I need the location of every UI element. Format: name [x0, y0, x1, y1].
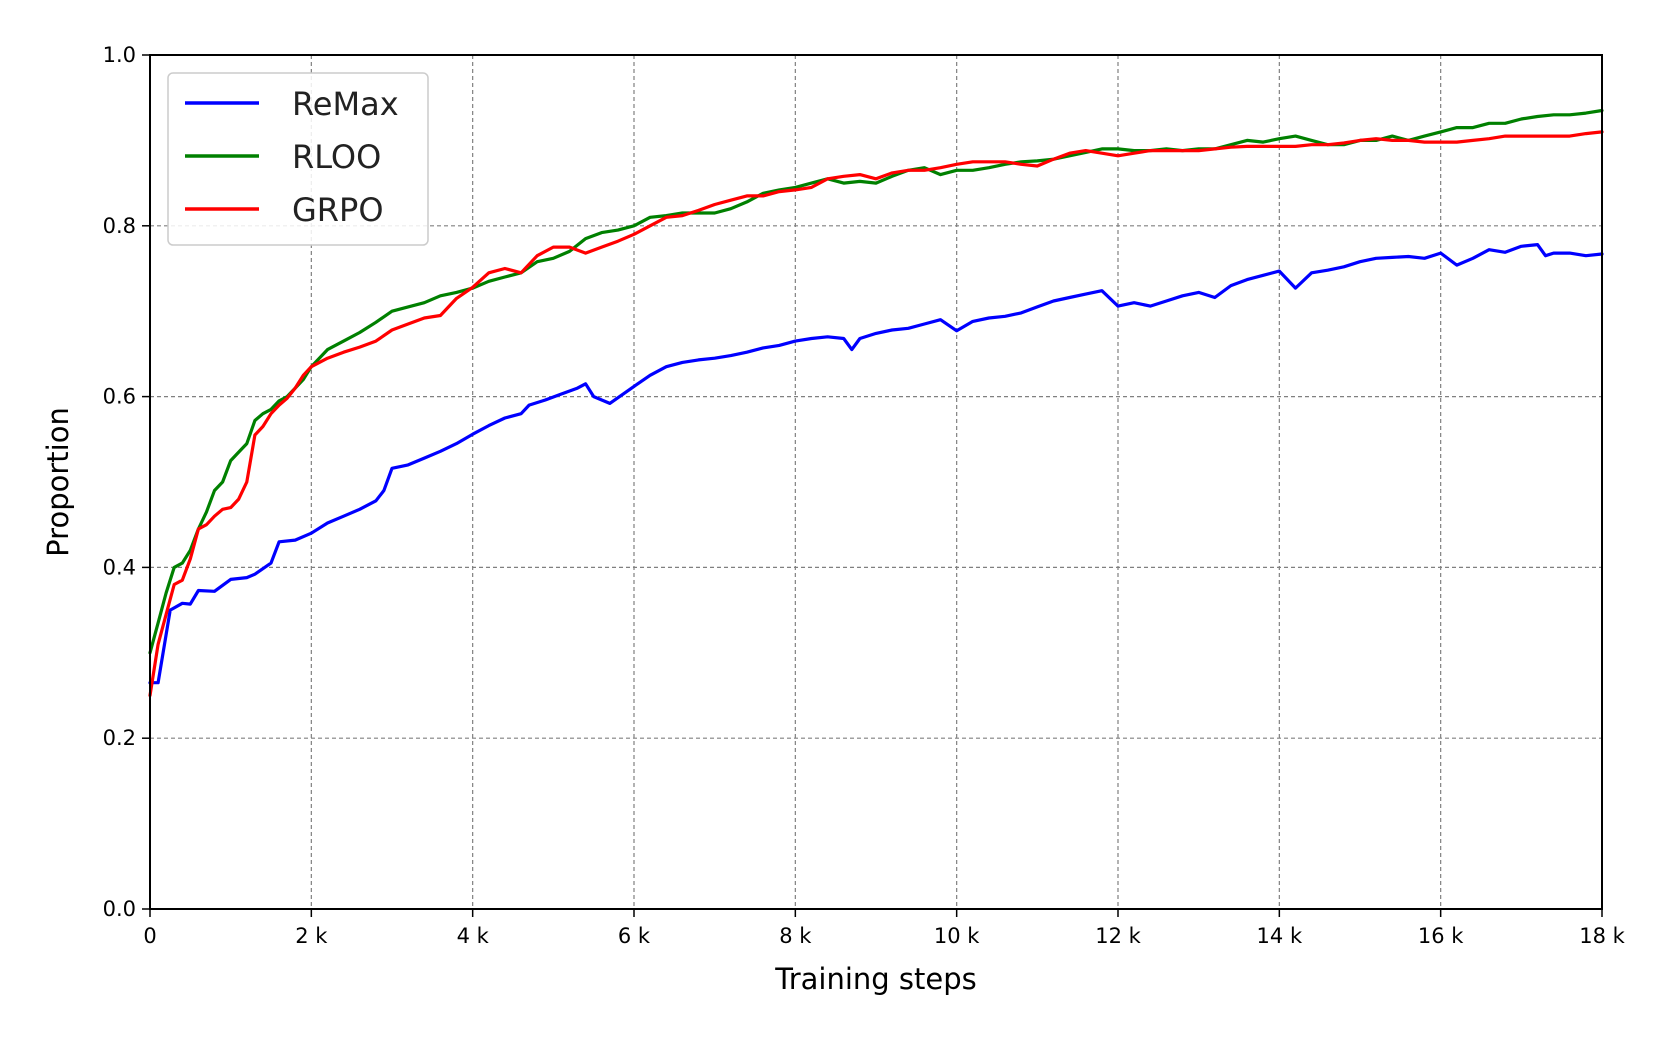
y-tick-label: 0.6: [103, 385, 136, 409]
y-tick-label: 0.2: [103, 726, 136, 750]
x-tick-label: 12 k: [1095, 924, 1141, 948]
x-tick-label: 18 k: [1579, 924, 1625, 948]
x-tick-label: 16 k: [1418, 924, 1464, 948]
legend-label-remax: ReMax: [292, 85, 399, 123]
legend: ReMax RLOO GRPO: [167, 72, 429, 246]
x-tick-label: 10 k: [934, 924, 980, 948]
y-tick-label: 0.0: [103, 897, 136, 921]
x-tick-label: 8 k: [779, 924, 812, 948]
axis-ticks: 0 2 k 4 k 6 k 8 k 10 k 12 k 14 k 16 k 18 k 0.0 0.2 0…: [103, 43, 1626, 948]
x-tick-label: 6 k: [618, 924, 651, 948]
x-tick-label: 0: [143, 924, 156, 948]
legend-label-rloo: RLOO: [292, 138, 381, 176]
y-tick-label: 0.4: [103, 555, 136, 579]
y-axis-label: Proportion: [41, 407, 75, 557]
x-tick-label: 14 k: [1257, 924, 1303, 948]
legend-label-grpo: GRPO: [292, 191, 384, 229]
y-tick-label: 0.8: [103, 214, 136, 238]
x-tick-label: 2 k: [295, 924, 328, 948]
y-tick-label: 1.0: [103, 43, 136, 67]
series-line-grpo: [148, 130, 1604, 698]
plot-frame: [149, 54, 1603, 910]
x-tick-label: 4 k: [457, 924, 490, 948]
legend-box: [167, 72, 429, 246]
series-line-remax: [148, 243, 1604, 685]
series-lines: [148, 108, 1604, 698]
x-axis-label: Training steps: [774, 962, 977, 996]
